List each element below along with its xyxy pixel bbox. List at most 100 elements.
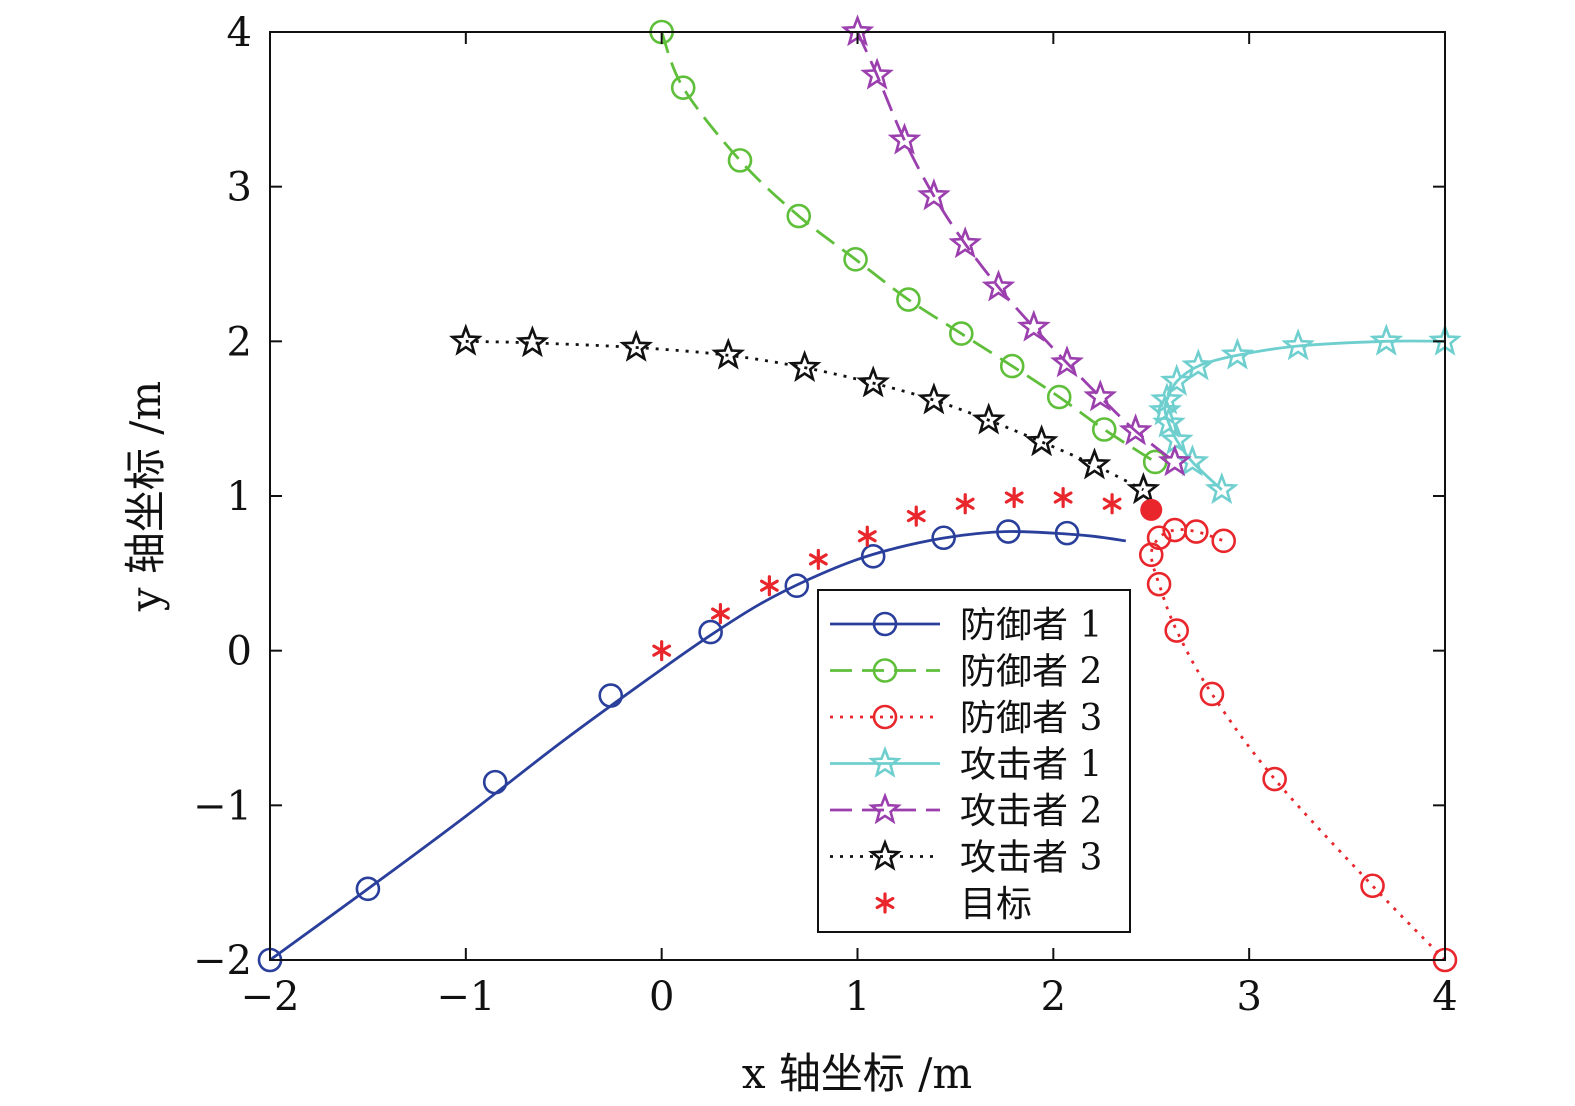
data-point xyxy=(1091,417,1117,442)
x-tick-label: 1 xyxy=(845,974,870,1020)
data-point xyxy=(1146,525,1172,551)
asterisk-stroke xyxy=(1053,491,1073,504)
asterisk-stroke xyxy=(808,553,828,566)
data-point xyxy=(1126,472,1161,505)
x-tick-label: −1 xyxy=(436,974,495,1020)
series-line xyxy=(660,31,1156,464)
data-point xyxy=(808,548,828,571)
data-point xyxy=(1211,528,1237,554)
legend-marker xyxy=(868,838,902,871)
y-tick-label: 3 xyxy=(227,165,252,211)
asterisk-stroke xyxy=(711,607,730,620)
y-tick-label: −1 xyxy=(193,783,252,829)
data-point xyxy=(670,75,696,100)
asterisk-stroke xyxy=(955,497,975,510)
legend-box xyxy=(817,589,1131,933)
legend-item: 目标 xyxy=(875,884,1032,925)
series-line xyxy=(465,339,1145,492)
y-tick-label: −2 xyxy=(193,938,252,984)
legend-marker xyxy=(872,611,898,637)
y-tick-label: 2 xyxy=(227,319,252,365)
data-point xyxy=(1159,422,1194,455)
data-point xyxy=(1077,447,1112,480)
legend-item: 防御者 2 xyxy=(830,652,1102,693)
data-point xyxy=(1004,486,1024,509)
data-point xyxy=(917,382,951,415)
y-tick-label: 1 xyxy=(227,474,252,520)
data-point xyxy=(955,493,975,515)
data-point xyxy=(1102,493,1122,515)
data-point xyxy=(971,402,1006,435)
data-point xyxy=(1118,413,1153,446)
data-point xyxy=(981,269,1016,302)
data-point xyxy=(1050,345,1084,378)
legend-marker xyxy=(875,892,895,914)
data-point xyxy=(1016,309,1051,342)
x-tick-label: 3 xyxy=(1236,974,1261,1020)
data-point xyxy=(948,321,974,346)
data-point xyxy=(1204,472,1239,505)
data-point xyxy=(1369,323,1404,356)
data-point xyxy=(1262,766,1287,792)
data-point xyxy=(1157,444,1192,477)
data-point xyxy=(482,769,508,795)
data-point xyxy=(711,337,746,370)
legend-item: 攻击者 2 xyxy=(830,791,1102,832)
legend-label: 攻击者 1 xyxy=(960,745,1102,786)
data-point xyxy=(515,325,550,358)
y-tick-label: 4 xyxy=(227,10,252,56)
data-point xyxy=(856,365,891,398)
legend-label: 目标 xyxy=(960,884,1032,925)
y-tick-label: 0 xyxy=(227,629,252,675)
legend-label: 攻击者 2 xyxy=(960,791,1102,832)
legend-label: 防御者 3 xyxy=(960,698,1102,739)
data-point xyxy=(786,203,812,229)
data-point xyxy=(787,349,822,383)
data-point xyxy=(1159,363,1194,396)
data-point xyxy=(1183,519,1209,544)
axes: −2 −1 0 1 2 3 4 −2 −1 0 1 2 3 4 xyxy=(193,10,1458,1020)
x-tick-label: 4 xyxy=(1432,974,1457,1020)
legend-marker xyxy=(868,792,902,825)
data-point xyxy=(1024,424,1059,457)
data-point xyxy=(906,505,926,527)
data-point xyxy=(1360,873,1385,899)
series-line xyxy=(269,530,1126,962)
series-1 xyxy=(257,519,1126,973)
series-line xyxy=(856,31,1176,464)
data-point xyxy=(896,287,921,312)
data-point xyxy=(1164,618,1190,643)
data-point xyxy=(1054,520,1080,546)
series-3 xyxy=(1138,517,1458,973)
series-7 xyxy=(652,486,1122,662)
data-point xyxy=(1046,384,1072,410)
series-line xyxy=(1149,528,1447,961)
data-point xyxy=(619,329,654,362)
data-point xyxy=(1152,405,1186,438)
data-point xyxy=(652,640,672,662)
legend-item: 防御者 1 xyxy=(830,605,1102,646)
series-line xyxy=(1163,339,1446,491)
data-point xyxy=(887,122,922,155)
x-axis-label: x 轴坐标 /m xyxy=(742,1049,972,1098)
data-point xyxy=(1220,337,1255,370)
legend-label: 防御者 1 xyxy=(960,605,1102,646)
x-tick-label: 0 xyxy=(649,974,674,1020)
data-point xyxy=(1281,328,1315,361)
x-tick-label: 2 xyxy=(1041,974,1066,1020)
data-point xyxy=(711,602,730,625)
asterisk-stroke xyxy=(906,510,926,523)
asterisk-stroke xyxy=(875,896,895,910)
data-point xyxy=(948,226,983,259)
data-point xyxy=(1146,571,1172,597)
data-point xyxy=(727,148,753,173)
series-2 xyxy=(649,19,1168,475)
data-point xyxy=(598,683,624,708)
data-point xyxy=(355,876,381,902)
legend-item: 防御者 3 xyxy=(830,698,1102,739)
data-point xyxy=(931,525,956,551)
data-point xyxy=(448,323,483,356)
data-point xyxy=(1083,379,1118,412)
asterisk-stroke xyxy=(652,644,672,657)
